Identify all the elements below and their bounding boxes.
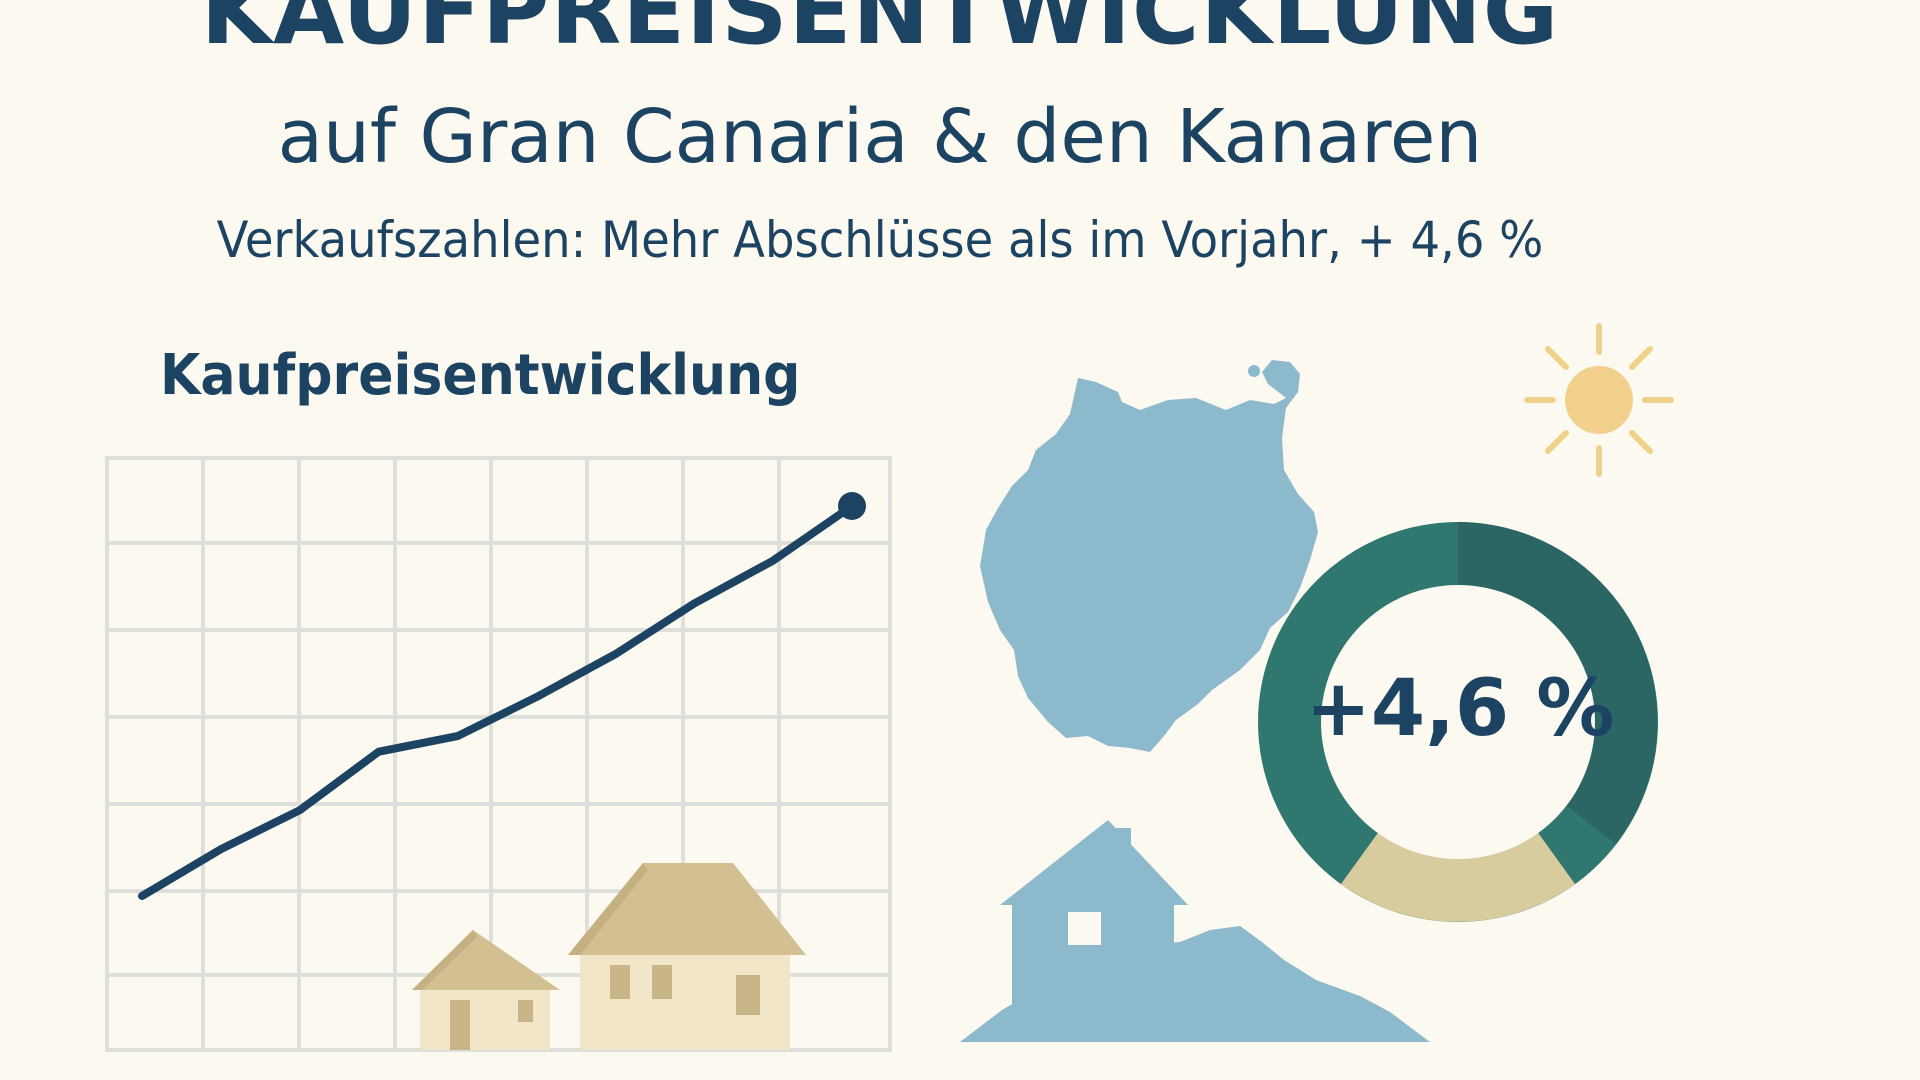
sun-icon xyxy=(1524,323,1674,477)
sales-tagline: Verkaufszahlen: Mehr Abschlüsse als im V… xyxy=(216,211,1544,269)
chart-heading: Kaufpreisentwicklung xyxy=(160,343,801,408)
main-title: KAUFPREISENTWICKLUNG xyxy=(200,0,1560,65)
house-large-icon xyxy=(568,863,806,1050)
subtitle: auf Gran Canaria & den Kanaren xyxy=(277,94,1483,180)
gran-canaria-island-icon xyxy=(980,360,1318,752)
percent-ring xyxy=(1258,522,1658,922)
trend-end-point xyxy=(838,492,866,520)
house-icon xyxy=(960,820,1430,1042)
house-small-icon xyxy=(412,930,560,1050)
growth-percent-label: +4,6 % xyxy=(1305,664,1615,754)
price-trend-line xyxy=(138,502,856,900)
